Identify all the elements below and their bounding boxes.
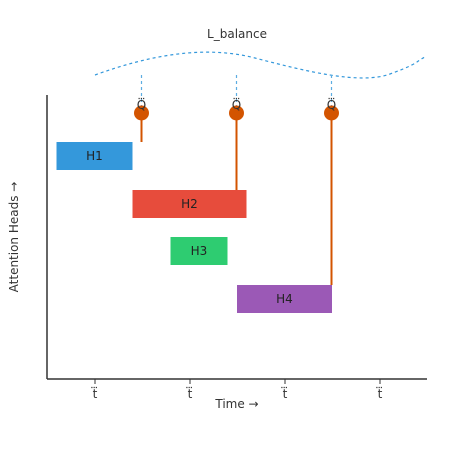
head-bar-h2: [132, 190, 247, 218]
head-label-h1: H1: [86, 149, 103, 163]
y-axis-label: Attention Heads →: [7, 182, 21, 293]
x-tick-label: t⃛: [281, 386, 287, 401]
head-label-h4: H4: [276, 292, 293, 306]
balance-curve: [94, 51, 426, 79]
head-bar-h4: [237, 285, 332, 313]
head-label-h2: H2: [181, 197, 198, 211]
head-bar-h3: [170, 237, 228, 265]
x-tick-label: t⃛: [186, 386, 192, 401]
head-bar-h1: [56, 142, 133, 170]
head-label-h3: H3: [191, 244, 208, 258]
balance-title: L_balance: [207, 27, 267, 41]
query-label: Q⃛: [232, 97, 241, 112]
query-node: [229, 105, 244, 121]
query-label: Q⃛: [137, 97, 146, 112]
x-tick-label: t⃛: [91, 386, 97, 401]
query-node: [134, 105, 149, 121]
query-label: Q⃛: [327, 97, 336, 112]
x-tick-label: t⃛: [376, 386, 382, 401]
query-node: [324, 105, 339, 121]
x-axis-label: Time →: [214, 397, 258, 411]
axes: [46, 95, 427, 380]
